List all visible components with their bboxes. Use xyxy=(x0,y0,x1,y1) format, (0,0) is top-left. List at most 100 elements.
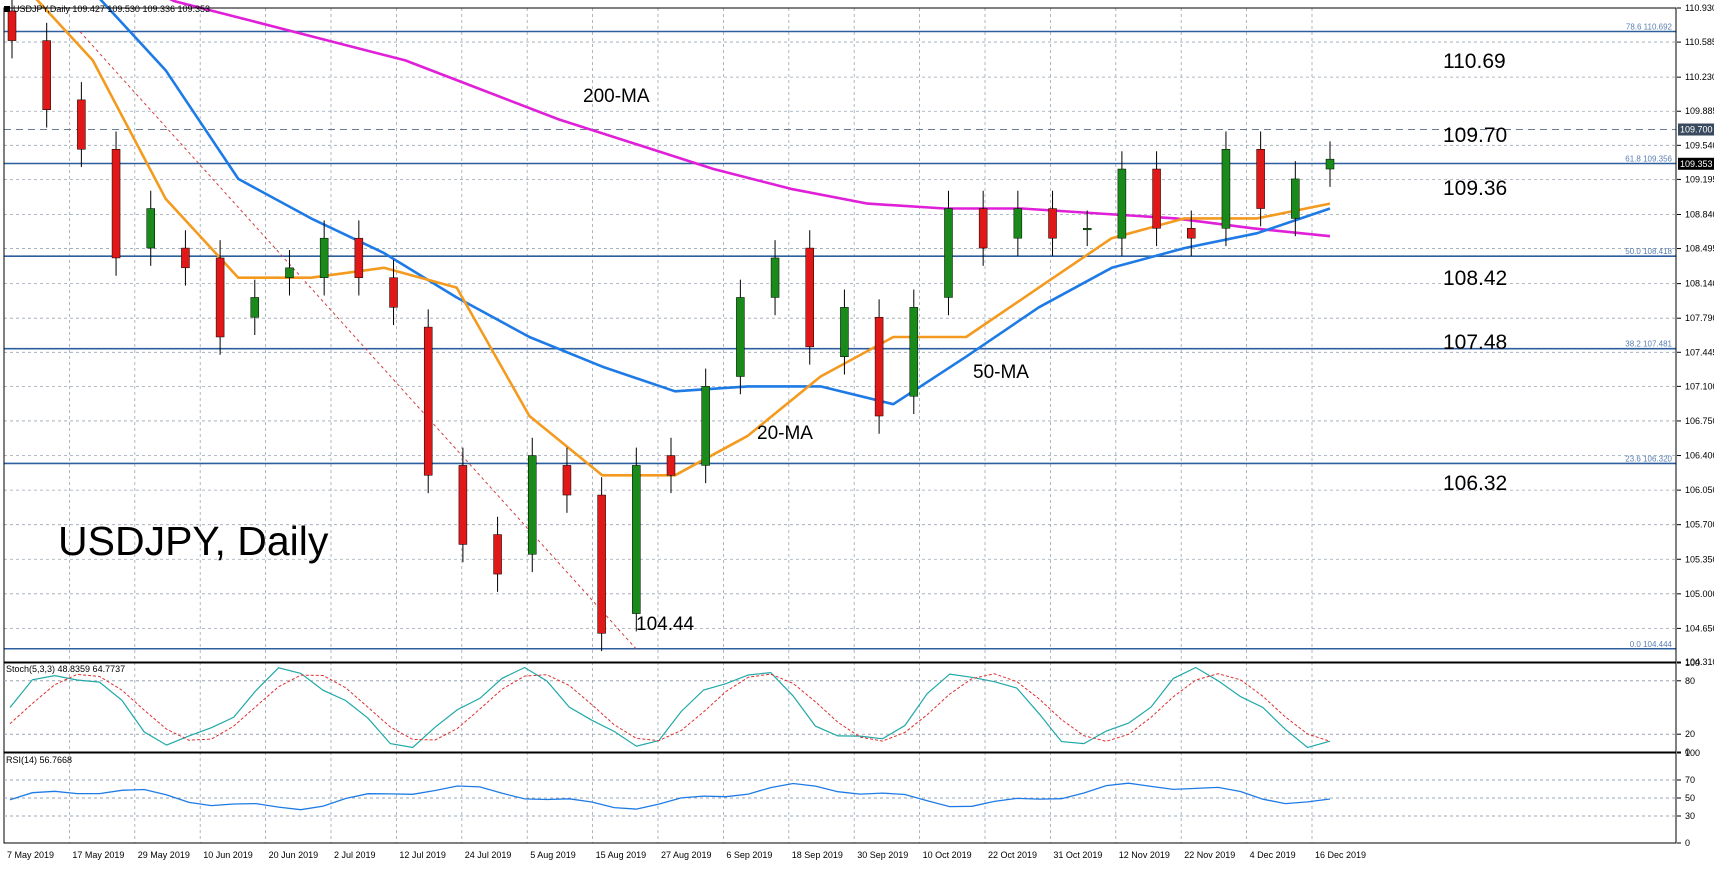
candle-body xyxy=(597,494,606,634)
oscillators xyxy=(4,666,1676,817)
candle-body xyxy=(42,40,51,111)
fib-label: 78.6 110.692 xyxy=(1626,23,1673,32)
ma20-line xyxy=(35,0,1331,477)
axes: 7 May 2019 17 May 2019 29 May 2019 10 Jun 2… xyxy=(3,3,1714,860)
fib-label: 0.0 104.444 xyxy=(1630,640,1673,649)
y-tick-label: 105.350 xyxy=(1685,554,1714,564)
y-tick-label: 109.885 xyxy=(1685,106,1714,116)
candle-body xyxy=(1187,228,1196,239)
stoch-tick-label: 0 xyxy=(1685,747,1690,757)
level-label-109-36: 109.36 xyxy=(1443,177,1508,200)
level-label-107-48: 107.48 xyxy=(1443,331,1508,354)
y-tick-label: 108.495 xyxy=(1685,244,1714,254)
candle-body xyxy=(111,149,121,259)
x-tick-label: 10 Jun 2019 xyxy=(203,850,253,860)
level-lines: 78.6 110.692 109.700 61.8 109.356 50.0 108.… xyxy=(4,23,1714,650)
stoch-label: Stoch(5,3,3) 48.8359 64.7737 xyxy=(6,664,126,674)
y-tick-label: 106.400 xyxy=(1685,451,1714,461)
candle-body xyxy=(1325,158,1335,170)
chart-title: USDJPY, Daily xyxy=(58,518,329,564)
candle-body xyxy=(285,267,294,278)
candle-body xyxy=(181,247,190,269)
stoch-k-line xyxy=(9,666,1331,749)
candle-body xyxy=(1048,208,1057,239)
rsi-tick-label: 100 xyxy=(1685,748,1700,758)
y-tick-label: 106.050 xyxy=(1685,485,1714,495)
y-tick-label: 104.310 xyxy=(1685,657,1714,667)
y-tick-label: 107.100 xyxy=(1685,381,1714,391)
x-tick-label: 16 Dec 2019 xyxy=(1315,850,1366,860)
rsi-tick-label: 70 xyxy=(1685,775,1695,785)
y-tick-label: 109.195 xyxy=(1685,174,1714,184)
x-tick-label: 5 Aug 2019 xyxy=(530,850,576,860)
candle-body xyxy=(701,386,710,466)
candle-body xyxy=(423,326,433,476)
price-tag-text: 109.700 xyxy=(1680,125,1713,135)
price-tag xyxy=(1678,123,1714,136)
y-tick-label: 108.840 xyxy=(1685,209,1714,219)
x-tick-label: 7 May 2019 xyxy=(7,850,54,860)
grid xyxy=(3,7,1676,843)
candle-body xyxy=(319,237,329,278)
stoch-d-line xyxy=(9,673,1331,742)
candle-body xyxy=(458,465,468,545)
y-tick-label: 110.585 xyxy=(1685,37,1714,47)
fib-label: 38.2 107.481 xyxy=(1625,340,1672,349)
candle-body xyxy=(666,455,676,476)
y-tick-label: 104.650 xyxy=(1685,623,1714,633)
ma200-label: 200-MA xyxy=(583,86,650,107)
candle-body xyxy=(874,316,884,417)
candles xyxy=(7,0,1335,652)
candle-body xyxy=(215,257,225,338)
candle-body xyxy=(632,465,641,614)
candle-body xyxy=(528,455,537,555)
candle-body xyxy=(840,307,849,357)
ohlc-values: 109.427 109.530 109.336 109.353 xyxy=(72,4,211,14)
low-label: 104.44 xyxy=(636,614,695,635)
rsi-line xyxy=(9,782,1331,811)
stoch-tick-label: 80 xyxy=(1685,676,1695,686)
candle-body xyxy=(805,247,814,348)
level-label-108-42: 108.42 xyxy=(1443,267,1508,290)
ma200-line xyxy=(169,0,1331,238)
current-price-tag xyxy=(1678,157,1714,170)
level-label-110-69: 110.69 xyxy=(1443,50,1506,73)
ma20-label: 20-MA xyxy=(757,423,813,444)
moving-averages xyxy=(35,0,1331,477)
rsi-label: RSI(14) 56.7668 xyxy=(6,755,73,765)
candle-body xyxy=(77,99,86,150)
candle-body xyxy=(1117,168,1127,239)
y-tick-label: 110.230 xyxy=(1685,72,1714,82)
rsi-tick-label: 30 xyxy=(1685,811,1695,821)
x-tick-label: 4 Dec 2019 xyxy=(1250,850,1296,860)
y-tick-label: 105.000 xyxy=(1685,589,1714,599)
x-tick-label: 24 Jul 2019 xyxy=(465,850,512,860)
y-tick-label: 105.700 xyxy=(1685,520,1714,530)
candle-body xyxy=(562,465,572,496)
x-tick-label: 31 Oct 2019 xyxy=(1053,850,1102,860)
level-label-106-32: 106.32 xyxy=(1443,472,1508,495)
fib-trend-line xyxy=(79,31,637,650)
ma50-line xyxy=(99,0,1331,406)
x-tick-label: 12 Nov 2019 xyxy=(1119,850,1170,860)
stoch-tick-label: 20 xyxy=(1685,729,1695,739)
candle-body xyxy=(1256,149,1265,209)
level-label-109-70: 109.70 xyxy=(1443,124,1508,147)
symbol-header: USDJPY,Daily 109.427 109.530 109.336 109… xyxy=(4,4,210,14)
fib-label: 50.0 108.418 xyxy=(1625,247,1672,256)
candle-body xyxy=(7,10,17,41)
fib-label: 61.8 109.356 xyxy=(1625,154,1672,163)
y-tick-label: 107.445 xyxy=(1685,347,1714,357)
candle-body xyxy=(1221,149,1231,229)
candle-body xyxy=(354,237,364,278)
y-tick-label: 109.540 xyxy=(1685,140,1714,150)
arrow-icon xyxy=(4,6,10,12)
candle-body xyxy=(1082,228,1092,231)
current-price-text: 109.353 xyxy=(1680,159,1713,169)
ma50-label: 50-MA xyxy=(973,362,1029,383)
candle-body xyxy=(493,534,502,575)
candle-body xyxy=(978,208,988,249)
stoch-frame xyxy=(3,662,1677,753)
